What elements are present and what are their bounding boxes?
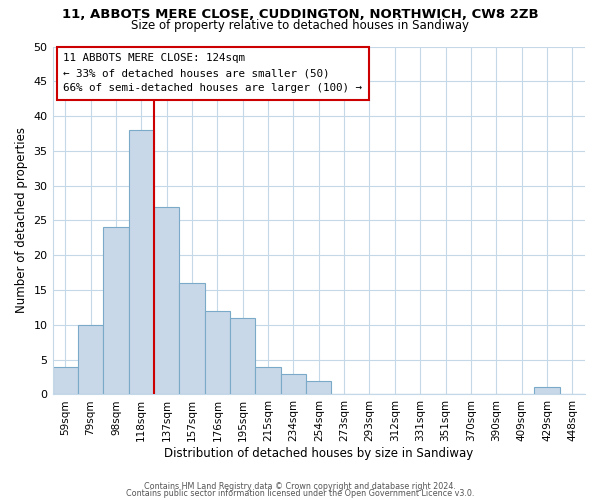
Bar [78,325,103,394]
Bar [53,366,78,394]
Text: Contains HM Land Registry data © Crown copyright and database right 2024.: Contains HM Land Registry data © Crown c… [144,482,456,491]
Bar [534,388,560,394]
Bar [154,206,179,394]
Text: 11 ABBOTS MERE CLOSE: 124sqm
← 33% of detached houses are smaller (50)
66% of se: 11 ABBOTS MERE CLOSE: 124sqm ← 33% of de… [63,54,362,93]
X-axis label: Distribution of detached houses by size in Sandiway: Distribution of detached houses by size … [164,447,473,460]
Text: Size of property relative to detached houses in Sandiway: Size of property relative to detached ho… [131,18,469,32]
Y-axis label: Number of detached properties: Number of detached properties [15,128,28,314]
Bar [179,283,205,395]
Bar [103,228,128,394]
Bar [128,130,154,394]
Bar [281,374,306,394]
Bar [306,380,331,394]
Text: Contains public sector information licensed under the Open Government Licence v3: Contains public sector information licen… [126,489,474,498]
Text: 11, ABBOTS MERE CLOSE, CUDDINGTON, NORTHWICH, CW8 2ZB: 11, ABBOTS MERE CLOSE, CUDDINGTON, NORTH… [62,8,538,20]
Bar [230,318,256,394]
Bar [256,366,281,394]
Bar [205,311,230,394]
